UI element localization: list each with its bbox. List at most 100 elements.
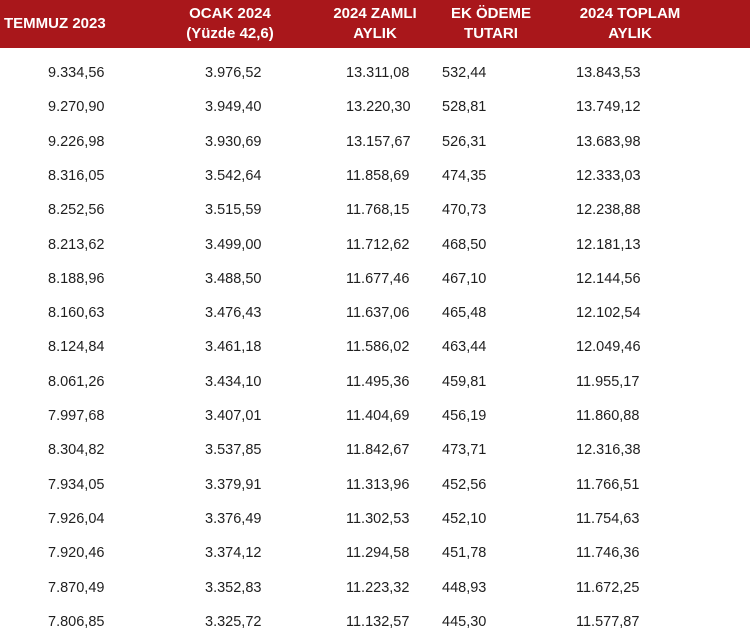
table-cell: 13.157,67 [346, 133, 411, 150]
table-cell: 13.220,30 [346, 99, 411, 116]
table-cell: 3.488,50 [205, 270, 262, 287]
table-cell: 11.858,69 [346, 167, 410, 184]
table-cell: 13.843,53 [576, 65, 641, 81]
table-cell: 526,31 [442, 133, 487, 150]
table-cell: 3.461,18 [205, 339, 262, 356]
table-cell: 8.304,82 [48, 442, 105, 459]
table-cell: 11.955,17 [576, 373, 640, 390]
table-cell: 3.537,85 [205, 442, 262, 459]
header-2024-zamli-aylik: 2024 ZAMLI AYLIK [320, 0, 430, 48]
table-row: 7.920,46 3.374,12 11.294,58 451,78 11.746,36 [0, 541, 750, 565]
table-cell: 3.499,00 [205, 236, 262, 253]
table-cell: 11.132,57 [346, 613, 410, 630]
table-cell: 11.302,53 [346, 510, 410, 527]
header-line: TUTARI [464, 25, 518, 42]
header-line: EK ÖDEME [450, 5, 531, 22]
table-cell: 8.316,05 [48, 167, 105, 184]
table-cell: 7.997,68 [48, 408, 105, 424]
table-row: 8.252,56 3.515,59 11.768,15 470,73 12.238,88 [0, 198, 750, 222]
table-cell: 465,48 [442, 305, 487, 322]
table-cell: 3.374,12 [205, 545, 262, 562]
table-cell: 12.333,03 [576, 167, 641, 184]
table-cell: 11.294,58 [346, 545, 410, 562]
table-cell: 11.223,32 [346, 579, 410, 596]
table-cell: 11.495,36 [346, 373, 410, 390]
header-2024-toplam-aylik: 2024 TOPLAM AYLIK [560, 0, 700, 48]
table-cell: 11.712,62 [346, 236, 410, 253]
table-cell: 3.434,10 [205, 373, 262, 390]
table-row: 8.213,62 3.499,00 11.712,62 468,50 12.181,13 [0, 233, 750, 257]
table-cell: 3.325,72 [205, 613, 262, 630]
table-row: 9.334,56 3.976,52 13.311,08 532,44 13.843,53 [0, 61, 750, 85]
table-cell: 11.404,69 [346, 408, 410, 424]
table-cell: 12.102,54 [576, 305, 641, 322]
table-cell: 8.160,63 [48, 305, 105, 322]
table-row: 8.061,26 3.434,10 11.495,36 459,81 11.955,17 [0, 370, 750, 394]
table-cell: 3.476,43 [205, 305, 262, 322]
table-cell: 7.870,49 [48, 579, 105, 596]
table-cell: 13.683,98 [576, 133, 641, 150]
table-cell: 11.577,87 [576, 613, 640, 630]
table-row: 7.997,68 3.407,01 11.404,69 456,19 11.860,88 [0, 404, 750, 428]
table-cell: 3.407,01 [205, 408, 262, 424]
table-cell: 11.746,36 [576, 545, 640, 562]
table-cell: 456,19 [442, 408, 487, 424]
table-cell: 463,44 [442, 339, 487, 356]
header-ek-odeme-tutari: EK ÖDEME TUTARI [436, 0, 546, 48]
table-cell: 11.313,96 [346, 476, 410, 493]
table-cell: 468,50 [442, 236, 487, 253]
table-cell: 7.934,05 [48, 476, 105, 493]
table-cell: 12.181,13 [576, 236, 641, 253]
table-cell: 473,71 [442, 442, 487, 459]
table-cell: 8.061,26 [48, 373, 105, 390]
table-cell: 11.766,51 [576, 476, 640, 493]
table-header: TEMMUZ 2023 OCAK 2024 (Yüzde 42,6) 2024 … [0, 0, 750, 48]
table-cell: 12.049,46 [576, 339, 641, 356]
header-ocak-2024: OCAK 2024 (Yüzde 42,6) [160, 0, 300, 48]
table-cell: 3.376,49 [205, 510, 262, 527]
header-line: 2024 TOPLAM [579, 5, 681, 22]
table-cell: 8.252,56 [48, 202, 105, 219]
table-cell: 11.842,67 [346, 442, 410, 459]
table-cell: 12.316,38 [576, 442, 641, 459]
table-cell: 12.144,56 [576, 270, 641, 287]
table-cell: 445,30 [442, 613, 487, 630]
table-cell: 452,10 [442, 510, 487, 527]
table-cell: 452,56 [442, 476, 487, 493]
table-cell: 11.677,46 [346, 270, 410, 287]
table-cell: 3.976,52 [205, 65, 262, 81]
table-row: 9.270,90 3.949,40 13.220,30 528,81 13.749,12 [0, 95, 750, 119]
table-cell: 8.188,96 [48, 270, 105, 287]
table-cell: 11.586,02 [346, 339, 410, 356]
table-cell: 12.238,88 [576, 202, 641, 219]
table-row: 9.226,98 3.930,69 13.157,67 526,31 13.683,98 [0, 130, 750, 154]
table-cell: 13.311,08 [346, 65, 410, 81]
table-row: 8.316,05 3.542,64 11.858,69 474,35 12.333,03 [0, 164, 750, 188]
header-line: TEMMUZ 2023 [4, 15, 106, 32]
header-line: (Yüzde 42,6) [186, 25, 274, 42]
table-cell: 13.749,12 [576, 99, 641, 116]
table-row: 8.124,84 3.461,18 11.586,02 463,44 12.049,46 [0, 335, 750, 359]
table-cell: 3.930,69 [205, 133, 262, 150]
table-cell: 7.926,04 [48, 510, 105, 527]
header-line: AYLIK [353, 25, 397, 42]
table-cell: 7.806,85 [48, 613, 105, 630]
table-cell: 532,44 [442, 65, 487, 81]
table-cell: 11.860,88 [576, 408, 640, 424]
table-cell: 8.124,84 [48, 339, 105, 356]
header-line: AYLIK [608, 25, 652, 42]
table-cell: 3.542,64 [205, 167, 262, 184]
header-temmuz-2023: TEMMUZ 2023 [4, 0, 154, 48]
table-cell: 459,81 [442, 373, 487, 390]
table-cell: 528,81 [442, 99, 487, 116]
table-cell: 7.920,46 [48, 545, 105, 562]
table-cell: 3.949,40 [205, 99, 262, 116]
table-row: 7.934,05 3.379,91 11.313,96 452,56 11.766,51 [0, 473, 750, 497]
table-cell: 3.379,91 [205, 476, 262, 493]
table-cell: 467,10 [442, 270, 487, 287]
table-cell: 11.637,06 [346, 305, 410, 322]
table-cell: 451,78 [442, 545, 487, 562]
table-cell: 3.515,59 [205, 202, 262, 219]
table-cell: 448,93 [442, 579, 487, 596]
